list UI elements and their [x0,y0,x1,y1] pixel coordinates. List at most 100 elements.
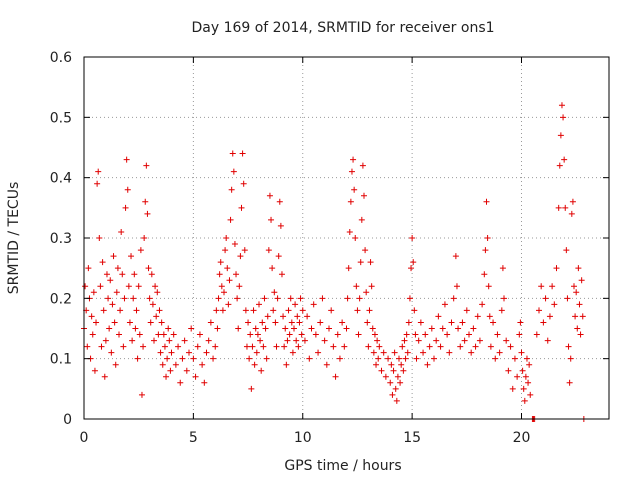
data-point [224,265,231,272]
data-point [392,385,399,392]
data-point [101,373,108,380]
data-point [145,265,152,272]
data-point [363,289,370,296]
data-point [126,319,133,326]
data-point [315,349,322,356]
data-point [569,198,576,205]
data-point [156,307,163,314]
data-point [256,301,262,308]
data-point [131,271,138,278]
data-point [277,222,284,229]
data-point [452,253,459,260]
data-point [152,283,159,290]
data-point [332,373,339,380]
data-point [94,180,101,187]
data-point [518,349,525,356]
data-point [287,295,294,302]
data-point [375,355,382,362]
data-point [114,265,121,272]
data-point [433,337,440,344]
data-point [275,253,282,260]
data-point [499,265,506,272]
data-point [470,325,477,332]
data-point [526,361,533,368]
data-point [261,295,268,302]
y-tick-label: 0.3 [50,231,72,247]
data-point [536,307,542,314]
data-point [190,355,197,362]
data-point [230,168,237,175]
data-points [81,102,587,422]
data-point [249,343,256,350]
data-point [91,367,98,374]
data-point [239,150,246,157]
data-point [175,343,182,350]
data-point [95,168,102,175]
data-point [160,331,167,338]
data-point [370,349,377,356]
data-point [158,319,165,326]
data-point [253,349,260,356]
data-point [289,349,296,356]
data-point [153,313,160,320]
data-point [413,355,420,362]
data-point [431,355,437,362]
data-point [88,313,95,320]
data-point [319,295,326,302]
data-point [138,391,145,398]
data-point [124,186,131,193]
data-point [481,271,488,278]
data-point [222,247,229,254]
data-point [401,337,408,344]
data-point [380,349,387,356]
data-point [276,198,283,205]
data-point [404,349,411,356]
data-point [428,325,435,332]
data-point [317,319,324,326]
data-point [391,349,398,356]
data-point [82,283,89,290]
data-point [98,343,105,350]
data-point [109,301,116,308]
data-point [263,355,270,362]
data-point [424,361,431,368]
data-point [282,325,289,332]
data-point [212,343,219,350]
data-point [172,361,179,368]
data-point [509,385,516,392]
data-point [183,367,190,374]
data-point [484,235,491,241]
data-point [154,289,161,296]
data-point [186,349,192,356]
data-point [106,325,113,332]
data-point [147,319,154,326]
data-point [568,210,575,217]
data-point [120,343,127,350]
data-point [455,325,462,332]
data-point [402,355,409,362]
data-point [378,367,385,374]
data-point [461,337,468,344]
y-tick-label: 0.5 [50,110,72,126]
data-point [227,216,234,223]
data-point [527,391,534,398]
x-tick-label: 0 [80,430,89,446]
data-point [297,295,304,302]
x-tick-label: 20 [513,430,531,446]
data-point [412,331,419,338]
data-point [446,349,453,356]
data-point [254,331,261,338]
data-point [214,325,221,332]
data-point [368,283,375,290]
data-point [112,361,119,368]
data-point [453,283,460,290]
data-point [468,349,475,356]
data-point [264,313,271,320]
data-point [410,259,417,266]
data-point [207,319,214,326]
data-point [163,373,170,380]
data-point [260,343,267,350]
data-point [396,355,402,362]
x-tick-label: 5 [189,430,198,446]
data-point [250,307,257,314]
